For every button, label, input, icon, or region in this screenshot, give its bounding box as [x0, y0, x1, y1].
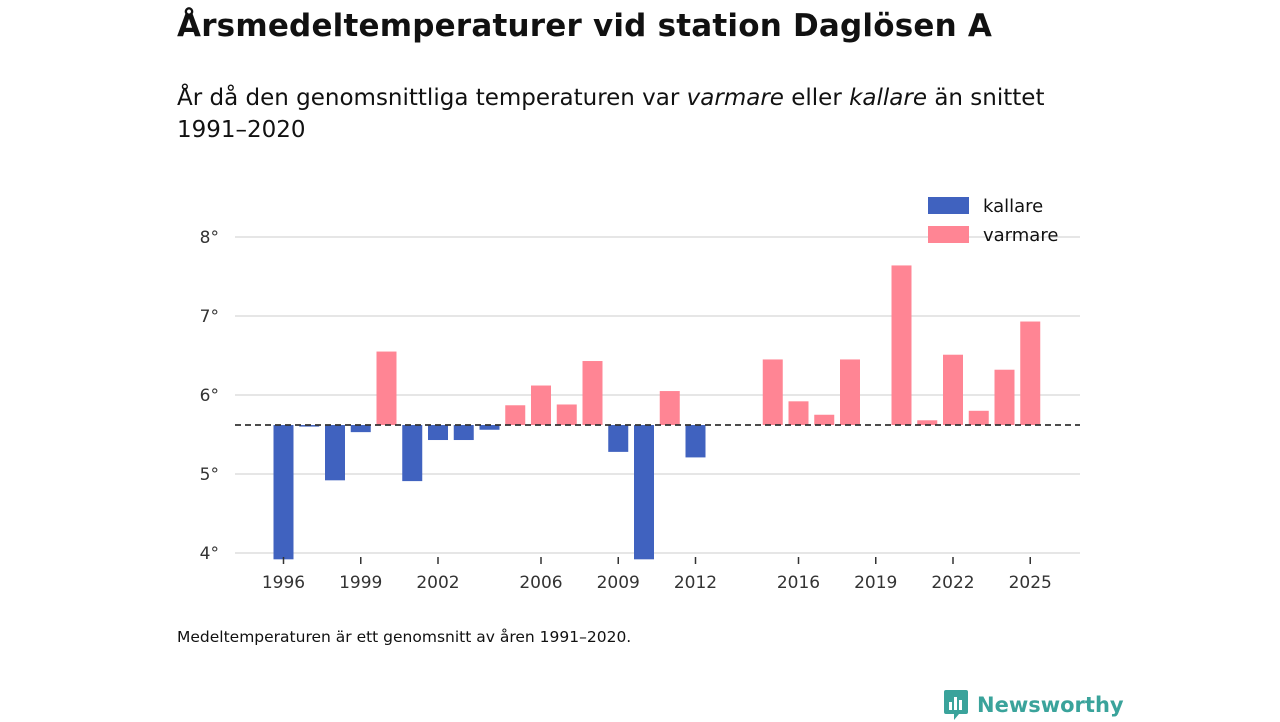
legend-colder-label: kallare	[983, 196, 1043, 217]
bar-2000-warmer	[376, 351, 397, 426]
temperature-bar-chart: 4° 5° 6° 7° 8° 1996 1999 2002 2006 2009 2012 2016 2…	[200, 196, 1080, 593]
legend-warmer-swatch	[928, 226, 969, 243]
bar-2005-warmer	[505, 405, 526, 426]
x-tick-label: 2019	[854, 573, 897, 593]
y-tick-label: 7°	[200, 307, 219, 327]
bar-2003-colder	[453, 425, 474, 441]
bar-2009-colder	[608, 425, 629, 452]
bar-2023-warmer	[968, 410, 989, 426]
bar-2017-warmer	[814, 414, 835, 426]
grid-lines	[235, 236, 1080, 554]
bar-2011-warmer	[659, 391, 680, 426]
bar-2010-colder	[634, 425, 654, 560]
legend-colder-swatch	[928, 197, 969, 214]
bar-2007-warmer	[556, 404, 577, 426]
x-tick-label: 1996	[262, 573, 305, 593]
y-tick-label: 8°	[200, 228, 219, 248]
chart-title: Årsmedeltemperaturer vid station Daglöse…	[177, 8, 993, 44]
bar-2012-colder	[685, 425, 706, 458]
bar-2025-warmer	[1020, 321, 1041, 426]
subtitle-text-3: än snittet 1991–2020	[177, 85, 1045, 143]
bar-2001-colder	[402, 425, 423, 482]
bar-1996-colder	[273, 425, 294, 560]
y-tick-label: 4°	[200, 544, 219, 564]
subtitle-warmer: varmare	[686, 85, 784, 111]
x-tick-label: 2009	[597, 573, 640, 593]
newsworthy-logo-icon	[944, 690, 968, 720]
bar-2020-warmer	[891, 265, 912, 426]
bar-2018-warmer	[840, 359, 860, 426]
x-tick-label: 2025	[1009, 573, 1052, 593]
x-tick-label: 2016	[777, 573, 820, 593]
x-tick-label: 1999	[339, 573, 382, 593]
newsworthy-brand-name: Newsworthy	[977, 693, 1124, 717]
bar-2008-warmer	[582, 361, 603, 426]
bar-1998-colder	[325, 425, 345, 481]
bar-2004-colder	[479, 425, 500, 430]
bar-2022-warmer	[943, 354, 963, 426]
bar-2002-colder	[428, 425, 448, 441]
bar-2016-warmer	[788, 401, 809, 426]
y-tick-label: 5°	[200, 465, 219, 485]
bar-1999-colder	[350, 425, 371, 433]
newsworthy-logo[interactable]: Newsworthy	[943, 688, 1124, 722]
bar-2006-warmer	[531, 385, 551, 426]
chart-subtitle: År då den genomsnittliga temperaturen va…	[177, 82, 1077, 146]
x-tick-label: 2012	[674, 573, 717, 593]
x-tick-label: 2002	[416, 573, 459, 593]
subtitle-colder: kallare	[849, 85, 928, 111]
legend-warmer-label: varmare	[983, 225, 1058, 246]
x-tick-label: 2006	[519, 573, 562, 593]
footnote: Medeltemperaturen är ett genomsnitt av å…	[177, 628, 632, 646]
bar-2024-warmer	[994, 369, 1015, 426]
bars	[273, 265, 1041, 560]
subtitle-text-2: eller	[783, 85, 850, 111]
y-axis-labels: 4° 5° 6° 7° 8°	[200, 228, 219, 564]
bar-2021-warmer	[917, 420, 938, 426]
y-tick-label: 6°	[200, 386, 219, 406]
bar-2015-warmer	[762, 359, 783, 426]
legend: kallare varmare	[928, 196, 1058, 246]
subtitle-text-1: År då den genomsnittliga temperaturen va…	[177, 85, 687, 111]
x-axis: 1996 1999 2002 2006 2009 2012 2016 2019 2022 2025	[262, 557, 1052, 593]
x-tick-label: 2022	[931, 573, 974, 593]
